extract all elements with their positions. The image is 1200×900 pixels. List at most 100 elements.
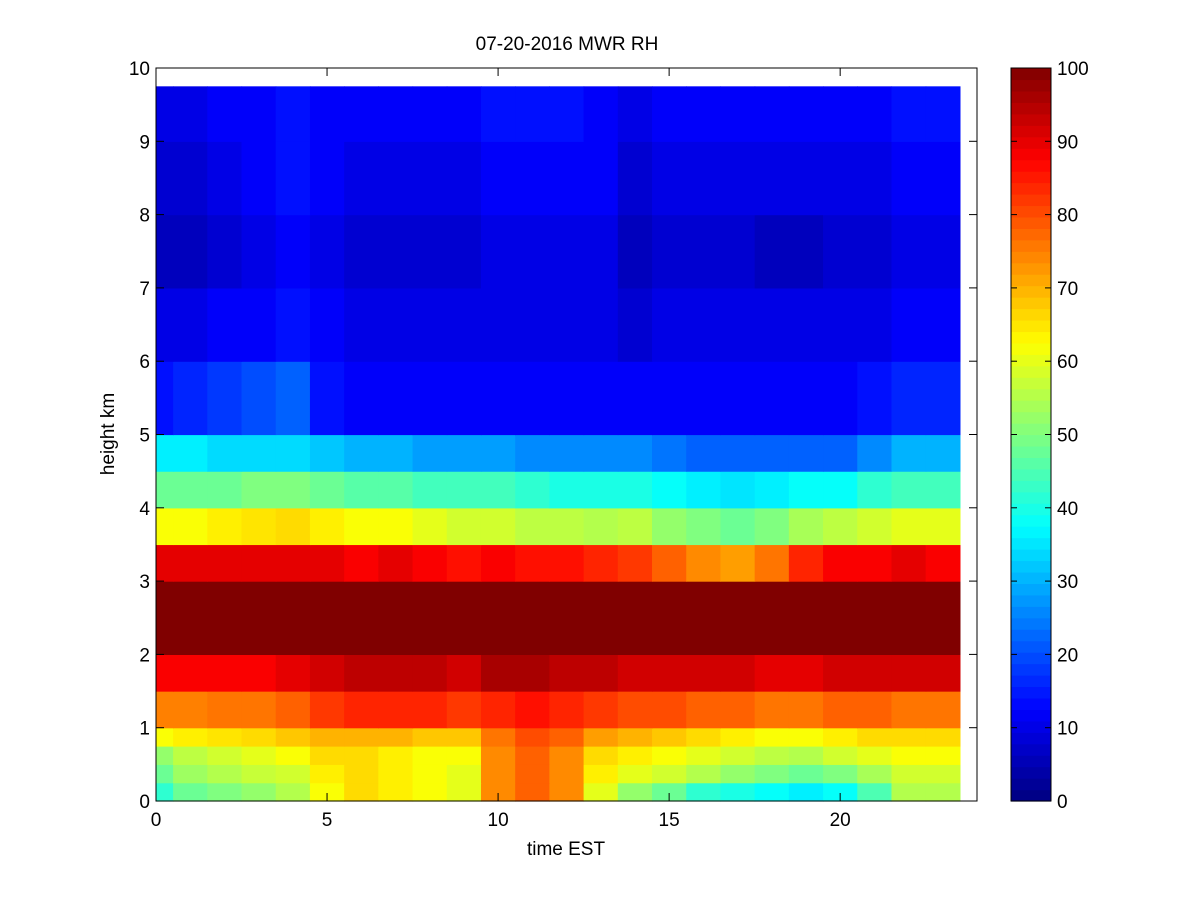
heatmap-cell xyxy=(652,86,687,142)
colorbar-tick-label: 50 xyxy=(1057,426,1078,447)
colorbar-segment xyxy=(1011,606,1051,619)
heatmap-cell xyxy=(156,471,174,509)
colorbar-segment xyxy=(1011,617,1051,630)
heatmap-cell xyxy=(378,507,414,546)
heatmap-cell xyxy=(207,617,243,655)
heatmap-cell xyxy=(686,471,722,509)
colorbar-segment xyxy=(1011,159,1051,172)
x-axis-label: time EST xyxy=(527,839,606,860)
colorbar-segment xyxy=(1011,480,1051,493)
x-tick-label: 10 xyxy=(488,810,509,831)
x-tick-label: 20 xyxy=(830,810,851,831)
colorbar-segment xyxy=(1011,297,1051,310)
heatmap-cell xyxy=(156,507,174,546)
heatmap-cell xyxy=(583,581,619,619)
heatmap-cell xyxy=(925,764,961,784)
heatmap-cell xyxy=(378,434,414,472)
heatmap-cell xyxy=(823,581,858,619)
heatmap-cell xyxy=(173,507,208,546)
heatmap-cell xyxy=(156,764,174,784)
heatmap-cell xyxy=(344,782,379,802)
heatmap-cell xyxy=(925,361,961,436)
heatmap-cell xyxy=(549,654,585,692)
heatmap-cell xyxy=(515,507,550,546)
heatmap-cell xyxy=(173,746,208,765)
heatmap-cell xyxy=(446,544,482,582)
heatmap-cell xyxy=(275,86,311,142)
colorbar-segment xyxy=(1011,388,1051,401)
heatmap-cell xyxy=(823,86,858,142)
heatmap-cell xyxy=(686,434,722,472)
heatmap-cell xyxy=(720,361,756,436)
heatmap-cell xyxy=(309,361,345,436)
heatmap-cell xyxy=(583,544,619,582)
heatmap-cell xyxy=(412,581,448,619)
heatmap-cell xyxy=(617,691,653,729)
heatmap-cell xyxy=(617,764,653,784)
heatmap-cell xyxy=(173,214,208,289)
heatmap-cell xyxy=(652,727,687,747)
heatmap-cell xyxy=(378,691,414,729)
heatmap-cell xyxy=(549,86,585,142)
heatmap-cell xyxy=(412,141,448,216)
heatmap-cell xyxy=(207,654,243,692)
heatmap-cell xyxy=(412,434,448,472)
heatmap-cell xyxy=(207,691,243,729)
heatmap-cell xyxy=(583,782,619,802)
heatmap-cell xyxy=(480,617,516,655)
heatmap-cell xyxy=(549,691,585,729)
colorbar-tick-label: 60 xyxy=(1057,352,1078,373)
heatmap-cell xyxy=(891,141,927,216)
heatmap-cell xyxy=(617,746,653,765)
heatmap-cell xyxy=(446,654,482,692)
heatmap-cell xyxy=(549,727,585,747)
heatmap-cell xyxy=(720,287,756,362)
heatmap-cell xyxy=(173,691,208,729)
y-tick-label: 3 xyxy=(139,572,150,593)
heatmap-cell xyxy=(583,691,619,729)
heatmap-cell xyxy=(583,287,619,362)
heatmap-cell xyxy=(446,287,482,362)
heatmap-cell xyxy=(652,544,687,582)
heatmap-cell xyxy=(583,434,619,472)
colorbar-segment xyxy=(1011,423,1051,436)
colorbar-segment xyxy=(1011,663,1051,676)
colorbar-segment xyxy=(1011,228,1051,241)
colorbar-ticks: 0 10 20 30 40 50 60 70 80 90 100 xyxy=(1011,59,1089,813)
heatmap-cell xyxy=(480,764,516,784)
heatmap-cell xyxy=(309,141,345,216)
heatmap-cell xyxy=(754,654,790,692)
heatmap-cell xyxy=(583,764,619,784)
colorbar-segment xyxy=(1011,216,1051,229)
heatmap-cell xyxy=(241,141,277,216)
heatmap-cell xyxy=(652,691,687,729)
colorbar xyxy=(1011,68,1051,802)
heatmap-cell xyxy=(720,746,756,765)
heatmap-cell xyxy=(156,782,174,802)
colorbar-segment xyxy=(1011,354,1051,367)
heatmap-cell xyxy=(515,86,550,142)
heatmap-cell xyxy=(207,782,243,802)
heatmap-cell xyxy=(275,691,311,729)
heatmap-cell xyxy=(241,471,277,509)
heatmap-cell xyxy=(378,287,414,362)
heatmap-cell xyxy=(309,782,345,802)
heatmap-cell xyxy=(275,141,311,216)
heatmap-cell xyxy=(344,214,379,289)
heatmap-cell xyxy=(617,507,653,546)
heatmap-cell xyxy=(857,654,893,692)
heatmap-cell xyxy=(549,764,585,784)
colorbar-segment xyxy=(1011,274,1051,287)
heatmap-cell xyxy=(549,471,585,509)
colorbar-segment xyxy=(1011,697,1051,710)
heatmap-cell xyxy=(241,287,277,362)
heatmap-cell xyxy=(173,654,208,692)
heatmap-cell xyxy=(344,654,379,692)
x-tick-label: 0 xyxy=(151,810,162,831)
heatmap-cell xyxy=(309,581,345,619)
colorbar-tick-label: 70 xyxy=(1057,279,1078,300)
y-tick-label: 7 xyxy=(139,279,150,300)
heatmap-cell xyxy=(515,746,550,765)
heatmap-cell xyxy=(344,434,379,472)
heatmap-cell xyxy=(515,691,550,729)
